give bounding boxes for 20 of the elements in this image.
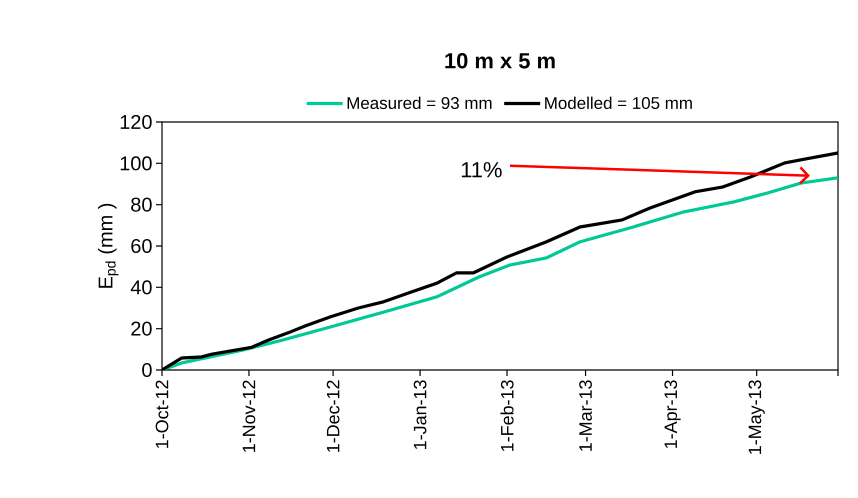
legend-label: Measured = 93 mm xyxy=(348,96,492,110)
x-tick-label: 1-Mar-13 xyxy=(579,380,592,451)
x-tick-label: 1-Feb-13 xyxy=(500,380,514,451)
x-tick-label: 1-Oct-12 xyxy=(156,380,168,448)
x-tick-label: 1-Dec-12 xyxy=(326,380,340,452)
y-tick-label: 120 xyxy=(120,114,152,130)
x-tick-label: 1-Apr-13 xyxy=(664,380,681,448)
y-tick-label: 100 xyxy=(120,156,152,170)
x-tick-label: 1-Nov-12 xyxy=(242,380,256,452)
annotation: 11% xyxy=(462,162,502,178)
legend-label: Modelled = 105 mm xyxy=(545,96,692,110)
y-axis-title: E$_{pd}$ (mm ) xyxy=(98,204,118,288)
y-tick-label: 60 xyxy=(131,238,152,254)
y-tick-label: 0 xyxy=(142,362,152,378)
x-tick-label: 1-Jan-13 xyxy=(414,380,426,449)
chart-title: 10 m x 5 m xyxy=(445,52,555,69)
y-tick-label: 40 xyxy=(130,280,152,294)
y-tick-label: 20 xyxy=(131,322,152,336)
y-tick-label: 80 xyxy=(131,198,152,212)
x-tick-label: 1-May-13 xyxy=(748,380,765,454)
